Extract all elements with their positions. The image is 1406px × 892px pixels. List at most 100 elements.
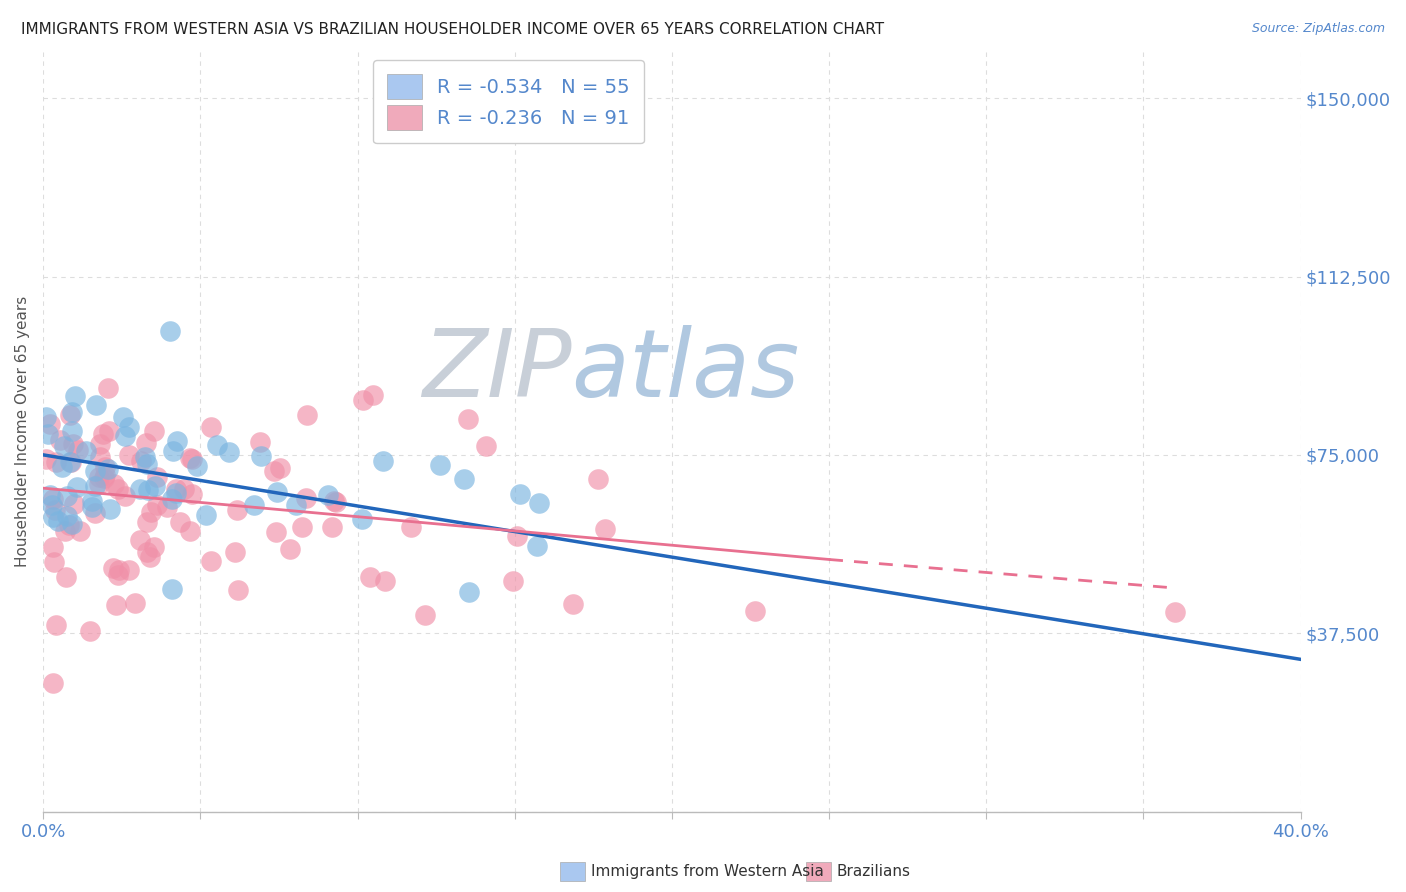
Point (59, 455, 82, 469)
Point (169, 515, 191, 529)
Point (104, 598, 127, 612)
Point (159, 324, 181, 338)
Point (62, 437, 84, 451)
Point (294, 491, 316, 506)
Point (67, 442, 90, 457)
Point (139, 505, 162, 519)
Point (162, 491, 184, 506)
Point (80, 494, 103, 508)
Point (593, 523, 616, 537)
Point (263, 464, 285, 478)
Point (60, 424, 83, 438)
Point (266, 485, 288, 500)
Point (93, 426, 115, 441)
Point (41, 498, 63, 512)
Point (249, 449, 271, 463)
Point (75, 443, 97, 458)
Text: atlas: atlas (571, 325, 800, 416)
Point (135, 544, 157, 558)
Text: ZIP: ZIP (422, 325, 571, 416)
Point (526, 539, 548, 553)
Point (323, 493, 346, 508)
Point (124, 596, 146, 610)
Point (108, 563, 131, 577)
Point (266, 525, 288, 540)
Point (60, 516, 83, 531)
Point (89, 437, 111, 451)
Point (1164, 605, 1187, 619)
Point (361, 388, 384, 402)
Point (200, 554, 222, 568)
Point (97, 381, 120, 395)
Point (118, 563, 141, 577)
Point (55, 570, 77, 584)
Point (143, 424, 166, 438)
Point (162, 444, 184, 458)
Point (49, 433, 72, 447)
Point (180, 452, 202, 467)
Point (128, 482, 150, 496)
Point (139, 550, 162, 565)
Point (350, 512, 373, 526)
Point (243, 498, 266, 512)
Point (195, 508, 218, 523)
Point (89, 450, 111, 464)
Point (44, 502, 66, 516)
Point (80, 500, 103, 515)
Point (160, 582, 183, 597)
Point (63, 389, 86, 403)
Point (588, 472, 610, 486)
Point (200, 420, 222, 434)
Point (42, 675, 65, 690)
Point (506, 529, 529, 543)
Point (60, 405, 83, 419)
Point (179, 451, 201, 466)
Point (98, 425, 121, 439)
Point (66, 480, 89, 494)
Point (458, 585, 481, 599)
Point (84, 506, 107, 520)
Point (107, 482, 129, 496)
Point (44, 555, 66, 569)
Point (101, 560, 124, 574)
Point (181, 486, 204, 500)
Point (51, 459, 73, 474)
Point (94, 460, 117, 475)
Point (226, 502, 249, 516)
Point (291, 520, 314, 534)
Point (527, 496, 550, 510)
Point (53, 524, 76, 538)
Point (457, 412, 479, 426)
Point (136, 457, 159, 471)
Point (129, 454, 152, 468)
Point (35, 451, 58, 466)
Point (69, 524, 91, 538)
Point (89, 477, 111, 491)
Point (59, 408, 82, 422)
Point (145, 498, 167, 512)
Point (269, 460, 291, 475)
Text: Immigrants from Western Asia: Immigrants from Western Asia (591, 864, 824, 879)
Point (87, 470, 110, 484)
Point (45, 618, 67, 632)
Y-axis label: Householder Income Over 65 years: Householder Income Over 65 years (15, 295, 30, 566)
Point (107, 568, 129, 582)
Point (112, 410, 135, 425)
Point (475, 439, 498, 453)
Point (45, 455, 67, 469)
Point (509, 487, 531, 501)
Point (97, 461, 120, 475)
Point (53, 439, 76, 453)
Point (413, 607, 436, 622)
Point (58, 517, 80, 532)
Point (744, 604, 766, 618)
Point (352, 392, 374, 407)
Legend: R = -0.534   N = 55, R = -0.236   N = 91: R = -0.534 N = 55, R = -0.236 N = 91 (373, 61, 644, 144)
Point (98, 501, 121, 516)
Point (249, 434, 271, 449)
Point (207, 438, 229, 452)
Point (173, 482, 195, 496)
Point (374, 574, 396, 588)
Text: Brazilians: Brazilians (837, 864, 911, 879)
Point (128, 533, 150, 548)
